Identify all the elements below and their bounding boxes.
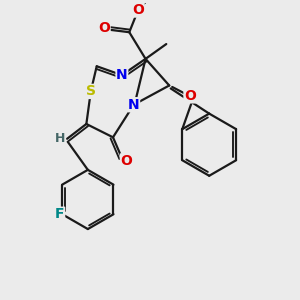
Text: O: O: [184, 89, 196, 103]
Text: N: N: [116, 68, 128, 82]
Text: S: S: [86, 84, 96, 98]
Text: H: H: [55, 132, 65, 145]
Text: O: O: [98, 21, 110, 35]
Text: N: N: [128, 98, 140, 112]
Text: O: O: [120, 154, 132, 168]
Text: F: F: [55, 207, 64, 221]
Text: O: O: [132, 3, 144, 17]
